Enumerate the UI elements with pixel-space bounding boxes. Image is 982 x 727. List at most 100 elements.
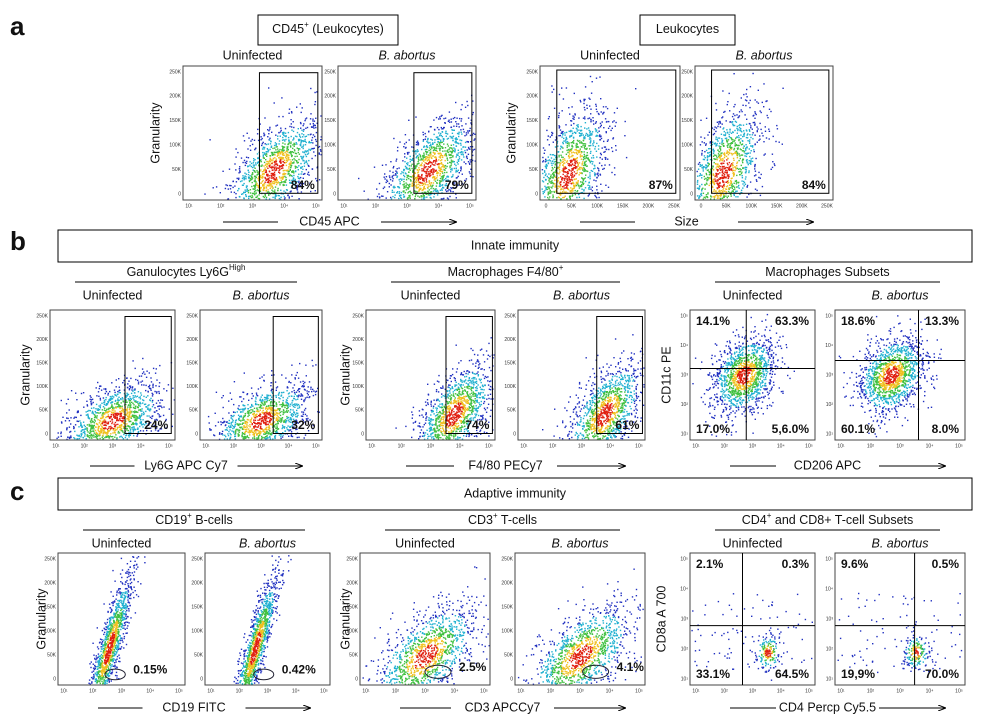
dot [719,168,721,170]
dot [595,103,597,106]
dot [436,147,438,150]
dot [416,187,419,189]
dot [409,179,412,181]
dot [576,153,579,155]
dot [313,120,316,122]
dot [253,160,255,162]
dot [303,165,306,167]
dot [279,161,282,163]
dot [725,132,727,134]
dot [427,163,430,165]
dot [287,156,289,158]
dot [421,158,423,161]
dot [77,411,79,413]
dot [589,133,591,135]
dot [764,153,766,155]
dot [281,164,283,167]
dot [441,177,443,180]
dot [723,127,725,129]
dot [575,178,577,180]
dot [461,133,463,135]
dot [296,147,298,149]
dot [139,421,141,423]
dot [425,183,427,186]
dot [742,147,745,149]
dot [568,107,570,109]
dot [715,163,717,165]
dot [261,165,263,167]
dot [428,149,430,152]
dot [158,385,160,388]
dot [702,198,705,200]
dot [97,434,99,436]
dot [446,150,448,152]
dot [278,143,280,145]
dot [282,150,284,152]
dot [111,405,113,407]
dot [586,107,588,109]
dot [140,421,143,423]
dot [269,164,271,166]
dot [740,149,742,151]
dot [558,173,560,175]
dot [569,196,571,199]
dot [251,166,254,169]
dot [436,173,439,175]
dot [100,389,103,391]
dot [719,142,721,145]
dot [578,117,580,119]
dot [705,149,708,152]
dot [293,182,295,184]
dot [283,162,285,164]
dot [302,124,304,127]
dot [725,191,727,193]
dot [551,182,554,184]
dot [565,176,568,178]
dot [147,404,149,407]
dot [256,153,259,155]
dot [95,412,98,414]
dot [770,168,772,170]
dot [432,143,434,145]
dot [95,431,97,434]
dot [283,198,286,200]
dot [558,112,560,114]
dot [705,143,707,145]
dot [545,167,548,170]
dot [245,178,247,180]
dot [732,124,735,127]
dot [738,124,740,127]
dot [414,185,417,187]
dot [125,394,127,396]
dot [726,129,728,131]
dot [250,165,252,168]
dot [90,424,92,426]
dot [137,391,140,393]
dot [726,159,728,161]
dot [701,188,703,190]
y-axis-label: Granularity [18,344,32,406]
dot [296,135,298,138]
dot [257,139,260,142]
dot [133,411,135,413]
dot [418,162,420,165]
dot [577,146,580,148]
dot [396,168,398,170]
dot [439,145,441,147]
dot [773,163,775,165]
dot [448,148,450,150]
dot [111,395,114,397]
dot [561,186,564,188]
dot [605,131,607,133]
dot [279,158,281,160]
dot [290,154,293,156]
dot [122,438,125,440]
dot [136,423,138,425]
dot [417,142,419,144]
dot [260,161,262,163]
dot [409,190,411,192]
dot [452,144,455,146]
dot [599,152,602,155]
dot [583,169,585,171]
dot [544,149,546,151]
